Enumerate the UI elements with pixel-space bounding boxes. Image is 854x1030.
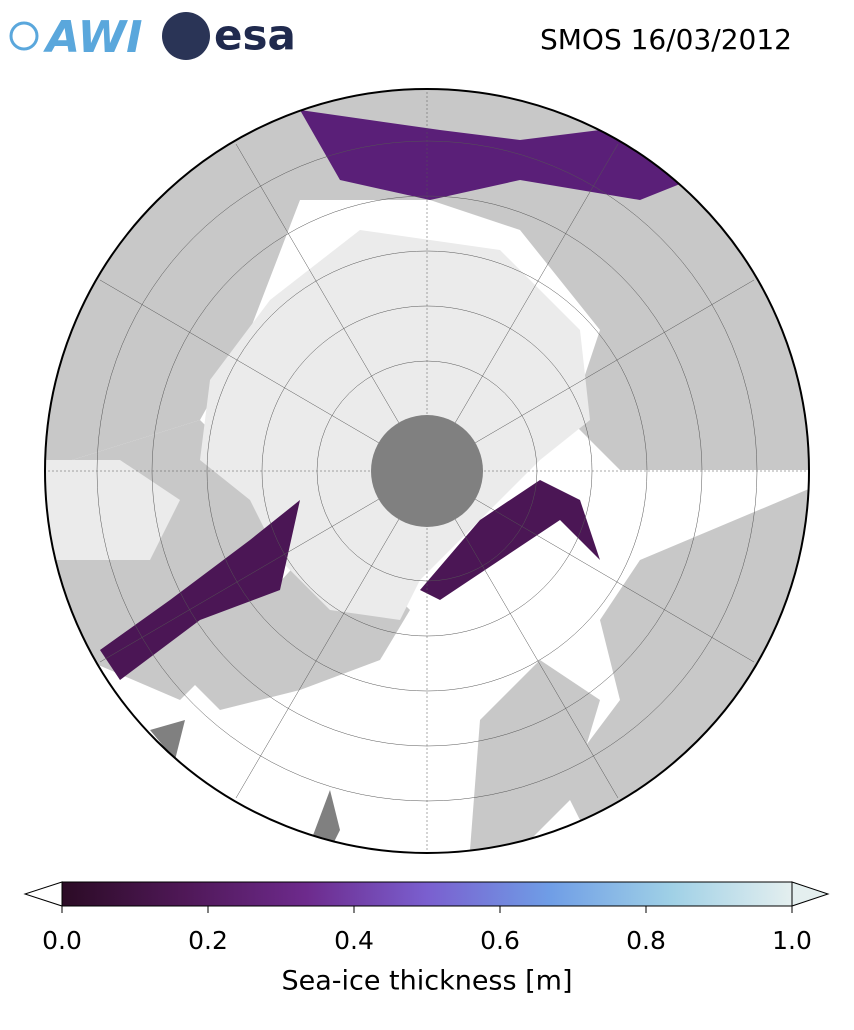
graticule xyxy=(45,89,809,853)
colorbar-under xyxy=(23,881,63,907)
sea-ice-thick xyxy=(200,230,590,620)
colorbar-tick-label: 1.0 xyxy=(772,926,812,955)
colorbar-gradient xyxy=(61,881,793,907)
colorbar-over xyxy=(791,881,830,907)
no-data xyxy=(150,720,185,760)
sea-ice-thick xyxy=(45,460,180,560)
colorbar-tick-label: 0.4 xyxy=(334,926,374,955)
title: SMOS 16/03/2012 xyxy=(540,23,792,56)
map xyxy=(44,88,810,854)
colorbar-tick-label: 0.6 xyxy=(480,926,520,955)
pole-hole xyxy=(371,415,483,527)
awi-globe xyxy=(9,21,39,51)
awi-logo: AWI xyxy=(9,12,143,63)
sea-ice-thin xyxy=(100,500,300,680)
colorbar xyxy=(23,881,830,913)
map-frame xyxy=(44,88,810,854)
colorbar-tick-label: 0.8 xyxy=(626,926,666,955)
esa-logo: esa xyxy=(162,11,296,60)
esa-globe xyxy=(162,12,210,60)
awi-text: AWI xyxy=(43,12,143,63)
sea-ice-thin xyxy=(300,110,690,200)
sea-ice-thin xyxy=(420,480,600,600)
esa-text: esa xyxy=(214,11,296,60)
colorbar-tick-label: 0.2 xyxy=(188,926,228,955)
colorbar-tick-label: 0.0 xyxy=(42,926,82,955)
colorbar-label: Sea-ice thickness [m] xyxy=(281,966,572,997)
